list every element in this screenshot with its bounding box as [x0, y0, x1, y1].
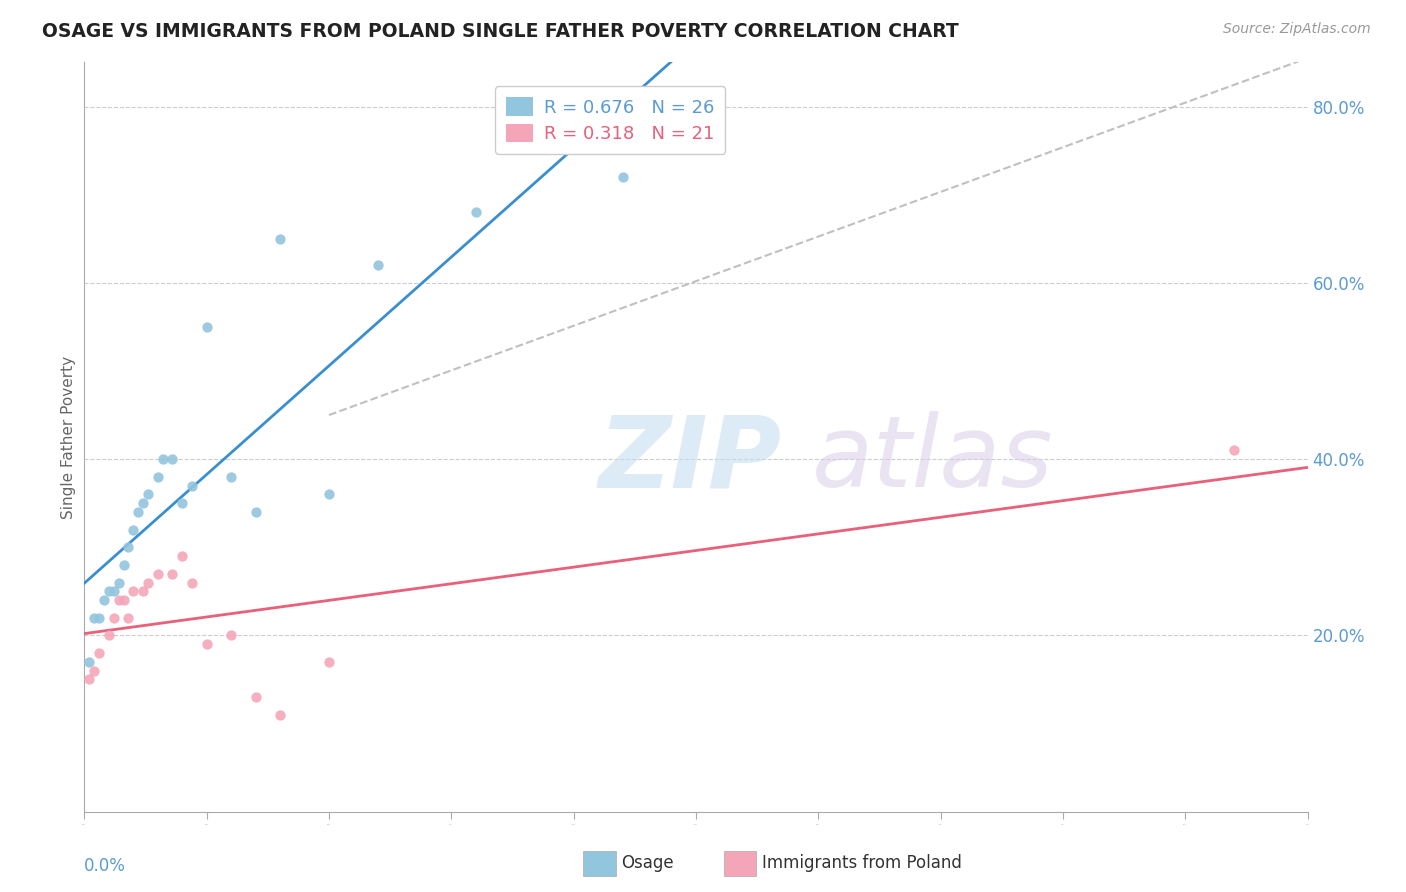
- Point: [219, 628, 242, 642]
- Point: [97, 628, 120, 642]
- Point: [612, 169, 634, 184]
- Point: [367, 258, 389, 272]
- Point: [146, 566, 169, 581]
- Legend: R = 0.676   N = 26, R = 0.318   N = 21: R = 0.676 N = 26, R = 0.318 N = 21: [495, 87, 725, 154]
- Point: [1223, 443, 1246, 458]
- Point: [87, 646, 110, 660]
- Point: [162, 452, 184, 467]
- Point: [219, 469, 242, 483]
- Text: Source: ZipAtlas.com: Source: ZipAtlas.com: [1223, 22, 1371, 37]
- Point: [83, 611, 105, 625]
- Point: [112, 593, 135, 607]
- Point: [464, 205, 486, 219]
- Point: [77, 655, 100, 669]
- Point: [172, 549, 194, 563]
- Point: [136, 487, 159, 501]
- Point: [117, 541, 139, 555]
- Point: [172, 496, 194, 510]
- Point: [318, 487, 340, 501]
- Point: [245, 690, 267, 705]
- Y-axis label: Single Father Poverty: Single Father Poverty: [60, 356, 76, 518]
- Point: [269, 232, 291, 246]
- Text: 0.0%: 0.0%: [84, 856, 127, 875]
- Point: [195, 637, 218, 651]
- Point: [103, 611, 125, 625]
- Text: ZIP: ZIP: [598, 411, 782, 508]
- Point: [146, 469, 169, 483]
- Text: Osage: Osage: [621, 855, 673, 872]
- Point: [117, 611, 139, 625]
- Point: [107, 575, 129, 590]
- Point: [77, 673, 100, 687]
- Text: OSAGE VS IMMIGRANTS FROM POLAND SINGLE FATHER POVERTY CORRELATION CHART: OSAGE VS IMMIGRANTS FROM POLAND SINGLE F…: [42, 22, 959, 41]
- Text: Immigrants from Poland: Immigrants from Poland: [762, 855, 962, 872]
- Point: [97, 584, 120, 599]
- Point: [132, 496, 155, 510]
- Point: [132, 584, 155, 599]
- Point: [245, 505, 267, 519]
- Point: [162, 566, 184, 581]
- Point: [122, 523, 145, 537]
- Point: [181, 575, 204, 590]
- Point: [318, 655, 340, 669]
- Point: [122, 584, 145, 599]
- Point: [136, 575, 159, 590]
- Text: atlas: atlas: [813, 411, 1054, 508]
- Point: [103, 584, 125, 599]
- Point: [269, 707, 291, 722]
- Point: [83, 664, 105, 678]
- Point: [112, 558, 135, 572]
- Point: [152, 452, 174, 467]
- Point: [107, 593, 129, 607]
- Point: [93, 593, 115, 607]
- Point: [195, 319, 218, 334]
- Point: [127, 505, 149, 519]
- Point: [181, 478, 204, 492]
- Point: [87, 611, 110, 625]
